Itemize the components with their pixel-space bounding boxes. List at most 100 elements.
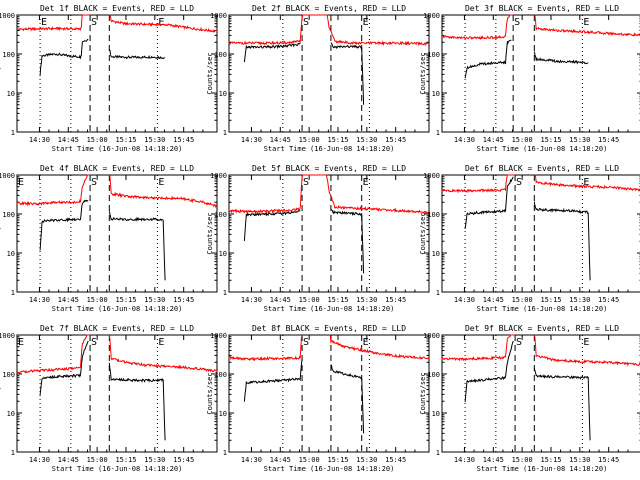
series-lld-line: [108, 174, 218, 208]
y-axis-label: Counts/sec: [419, 52, 427, 94]
x-tick-label: 14:30: [241, 136, 262, 144]
series-lld-line: [534, 14, 640, 37]
x-tick-label: 14:45: [270, 456, 291, 464]
x-axis-label: Start Time (16-Jun-08 14:18:20): [264, 145, 395, 153]
x-tick-label: 15:15: [115, 296, 136, 304]
x-tick-label: 15:30: [356, 296, 377, 304]
series-events-line: [330, 364, 365, 434]
event-marker-letter: E: [583, 177, 589, 188]
y-axis-label: Counts/sec: [0, 212, 2, 254]
series-events-line: [533, 201, 591, 281]
x-tick-label: 15:15: [115, 456, 136, 464]
y-tick-label: 1: [223, 289, 227, 297]
series-events-line: [330, 208, 365, 274]
y-axis-label: Counts/sec: [0, 52, 2, 94]
plot-frame: [441, 334, 640, 453]
x-tick-label: 15:45: [385, 296, 406, 304]
x-tick-label: 15:00: [299, 296, 320, 304]
x-tick-label: 14:45: [483, 456, 504, 464]
x-tick-label: 15:00: [87, 456, 108, 464]
series-events-line: [108, 211, 166, 281]
x-tick-label: 14:45: [58, 136, 79, 144]
panel-det-9f: Det 9f BLACK = Events, RED = LLD 1 10 100 10…: [419, 324, 640, 473]
x-tick-label: 15:15: [540, 296, 561, 304]
y-tick-label: 1000: [210, 332, 227, 340]
y-tick-label: 10: [7, 250, 15, 258]
x-axis-label: Start Time (16-Jun-08 14:18:20): [52, 465, 183, 473]
event-marker-letter: E: [158, 337, 164, 348]
x-tick-label: 15:45: [598, 136, 619, 144]
panel-title: Det 2f BLACK = Events, RED = LLD: [252, 4, 406, 13]
y-tick-label: 100: [427, 51, 440, 59]
y-tick-label: 1: [436, 289, 440, 297]
plot-frame: [228, 14, 430, 133]
series-events-line: [464, 39, 512, 79]
panel-title: Det 7f BLACK = Events, RED = LLD: [40, 324, 194, 333]
x-tick-label: 14:30: [241, 296, 262, 304]
series-lld-line: [534, 174, 640, 193]
series-events-line: [533, 367, 591, 441]
x-tick-label: 15:15: [327, 296, 348, 304]
series-lld-line: [16, 14, 91, 32]
series-events-line: [39, 340, 89, 395]
event-marker-letter: E: [363, 177, 369, 188]
y-axis-label: Counts/sec: [419, 212, 427, 254]
panel-det-5f: Det 5f BLACK = Events, RED = LLD 1 10 100 10…: [206, 164, 430, 313]
x-tick-label: 14:45: [270, 136, 291, 144]
x-tick-label: 14:45: [483, 136, 504, 144]
y-tick-label: 1: [223, 449, 227, 457]
x-tick-label: 15:00: [299, 456, 320, 464]
y-axis-label: Counts/sec: [206, 212, 214, 254]
series-lld-line: [441, 334, 516, 362]
x-tick-label: 15:45: [385, 136, 406, 144]
event-marker-letter: S: [516, 177, 522, 188]
event-marker-letter: E: [41, 17, 47, 28]
series-events-line: [39, 199, 89, 251]
y-tick-label: 10: [219, 410, 227, 418]
x-tick-label: 15:00: [512, 456, 533, 464]
x-tick-label: 15:45: [173, 296, 194, 304]
event-marker-letter: E: [583, 337, 589, 348]
x-tick-label: 14:30: [454, 136, 475, 144]
x-tick-label: 15:15: [327, 136, 348, 144]
x-tick-label: 15:30: [356, 456, 377, 464]
x-tick-label: 15:15: [540, 136, 561, 144]
event-marker-letter: S: [303, 17, 309, 28]
x-tick-label: 15:30: [144, 296, 165, 304]
y-tick-label: 100: [2, 371, 15, 379]
panel-title: Det 4f BLACK = Events, RED = LLD: [40, 164, 194, 173]
event-marker-letter: E: [363, 17, 369, 28]
x-tick-label: 14:45: [58, 296, 79, 304]
x-tick-label: 14:30: [454, 456, 475, 464]
x-tick-label: 14:30: [29, 296, 50, 304]
plot-frame: [228, 174, 430, 293]
event-marker-letter: S: [91, 337, 97, 348]
y-tick-label: 10: [219, 90, 227, 98]
series-lld-line: [108, 334, 218, 373]
x-tick-label: 14:45: [58, 456, 79, 464]
y-axis-label: Counts/sec: [419, 372, 427, 414]
event-marker-letter: E: [363, 337, 369, 348]
series-events-line: [533, 51, 589, 65]
series-lld-line: [329, 334, 430, 360]
event-marker-letter: E: [158, 177, 164, 188]
plot-frame: [16, 334, 218, 453]
series-events-line: [39, 39, 89, 76]
x-tick-label: 14:30: [454, 296, 475, 304]
x-tick-label: 15:00: [512, 136, 533, 144]
x-tick-label: 15:45: [598, 456, 619, 464]
panel-det-3f: Det 3f BLACK = Events, RED = LLD 1 10 100 10…: [419, 4, 640, 153]
plot-frame: [441, 14, 640, 133]
x-tick-label: 15:45: [173, 456, 194, 464]
series-events-line: [108, 49, 166, 60]
x-axis-label: Start Time (16-Jun-08 14:18:20): [52, 305, 183, 313]
x-tick-label: 15:00: [512, 296, 533, 304]
y-tick-label: 1: [11, 449, 15, 457]
series-lld-line: [16, 334, 91, 375]
series-lld-line: [441, 174, 516, 194]
series-lld-line: [228, 334, 303, 362]
y-tick-label: 1000: [423, 332, 440, 340]
event-marker-letter: S: [514, 17, 520, 28]
x-tick-label: 15:15: [115, 136, 136, 144]
y-tick-label: 1000: [0, 172, 15, 180]
